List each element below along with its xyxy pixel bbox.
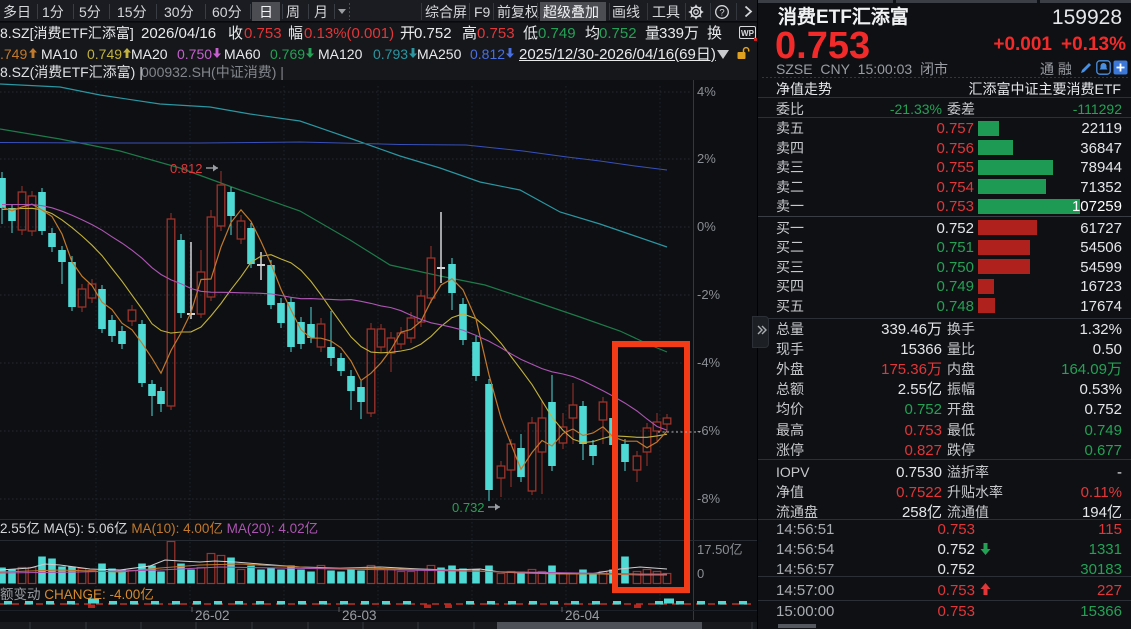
svg-text:-4%: -4%	[697, 355, 721, 370]
svg-text:17.50亿: 17.50亿	[697, 542, 743, 557]
svg-text:0.732: 0.732	[452, 500, 485, 515]
svg-text:26-03: 26-03	[342, 608, 377, 623]
svg-text:0.812: 0.812	[170, 161, 203, 176]
svg-text:2.55亿 MA(5): 5.06亿 MA(10): 4.0: 2.55亿 MA(5): 5.06亿 MA(10): 4.00亿 MA(20):…	[0, 521, 318, 536]
svg-text:-2%: -2%	[697, 287, 721, 302]
svg-text:-6%: -6%	[697, 423, 721, 438]
svg-text:?: ?	[719, 8, 724, 19]
svg-text:0%: 0%	[697, 219, 716, 234]
svg-text:26-04: 26-04	[565, 608, 600, 623]
svg-text:0: 0	[697, 566, 704, 581]
svg-text:额变动 CHANGE: -4.00亿: 额变动 CHANGE: -4.00亿	[0, 587, 154, 602]
svg-text:2%: 2%	[697, 151, 716, 166]
svg-text:26-02: 26-02	[195, 608, 230, 623]
svg-text:4%: 4%	[697, 84, 716, 99]
svg-text:-8%: -8%	[697, 491, 721, 506]
